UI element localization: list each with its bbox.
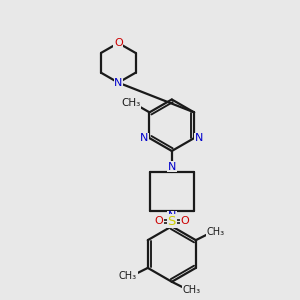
Text: N: N — [168, 162, 176, 172]
Text: O: O — [180, 216, 189, 226]
Text: CH₃: CH₃ — [207, 227, 225, 237]
Text: O: O — [114, 38, 123, 48]
Text: N: N — [114, 78, 122, 88]
Text: N: N — [195, 133, 203, 143]
Text: N: N — [140, 133, 149, 143]
Text: S: S — [168, 215, 176, 228]
Text: N: N — [168, 212, 176, 221]
Text: O: O — [154, 216, 163, 226]
Text: CH₃: CH₃ — [119, 271, 137, 281]
Text: CH₃: CH₃ — [121, 98, 140, 108]
Text: CH₃: CH₃ — [182, 285, 201, 295]
